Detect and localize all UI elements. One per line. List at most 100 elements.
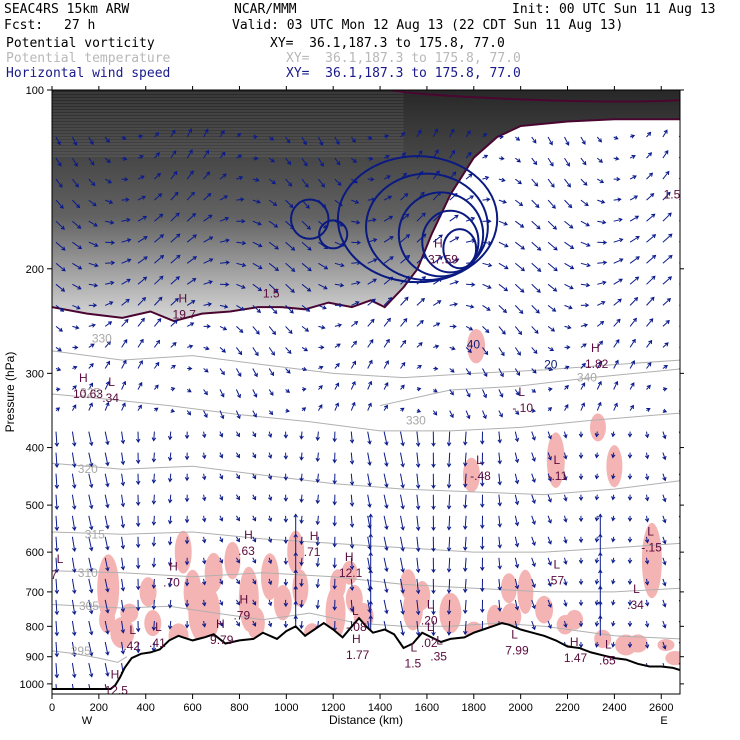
wind-vector: [497, 536, 502, 549]
x-tick-label: 800: [230, 702, 248, 714]
wind-vector: [186, 388, 192, 393]
wind-vector: [547, 136, 553, 146]
wind-vector: [137, 276, 148, 285]
forecast-hours: 27 h: [64, 18, 96, 33]
low-value-label: .42: [123, 639, 140, 653]
wind-vector: [611, 452, 616, 459]
wind-vector: [170, 297, 179, 306]
low-marker: L: [553, 453, 560, 467]
wind-vector: [334, 157, 341, 166]
wind-vector: [449, 389, 454, 396]
wind-vector: [367, 452, 372, 466]
wind-vector: [332, 578, 337, 590]
wind-vector: [563, 431, 568, 439]
wind-vector: [383, 578, 389, 594]
wind-vector: [219, 599, 224, 606]
wind-vector: [202, 431, 207, 439]
wind-vector: [611, 620, 616, 627]
wind-vector: [433, 366, 439, 371]
wind-vector: [285, 388, 291, 393]
wind-vector: [446, 599, 452, 615]
wind-vector: [383, 175, 391, 180]
wind-vector: [465, 130, 471, 138]
positive-pv-patch: [589, 413, 606, 442]
low-marker: L: [427, 597, 434, 611]
field-name-pv: Potential vorticity: [6, 36, 155, 51]
wind-vector: [332, 515, 337, 527]
wind-vector: [235, 431, 240, 438]
positive-pv-patch: [546, 432, 565, 488]
wind-vector: [315, 536, 320, 547]
wind-vector: [318, 262, 329, 270]
x-axis-label: Distance (km): [329, 713, 403, 727]
low-value-label: .57: [547, 574, 564, 588]
pv-contour-label: 1.5: [664, 188, 681, 202]
wind-vector: [252, 220, 262, 226]
wind-vector: [613, 176, 621, 182]
wind-vector: [137, 360, 143, 369]
wind-vector: [137, 317, 145, 327]
wind-vector: [480, 599, 485, 614]
wind-vector: [315, 578, 320, 589]
wind-vector: [268, 283, 279, 293]
wind-vector: [514, 136, 521, 141]
high-value-label: .70: [163, 576, 180, 590]
wind-vector: [268, 410, 274, 416]
wind-vector: [480, 494, 485, 508]
wind-vector: [104, 301, 114, 306]
wind-vector: [154, 152, 160, 159]
wind-vector: [120, 452, 126, 466]
wind-vector: [446, 473, 452, 489]
wind-vector: [236, 218, 246, 224]
wind-vector: [646, 318, 654, 327]
wind-speed-contour: [442, 228, 478, 270]
wind-vector: [580, 220, 590, 227]
wind-vector: [203, 302, 213, 307]
wind-vector: [613, 197, 622, 202]
wind-vector: [268, 347, 275, 356]
wind-vector: [514, 326, 523, 336]
wind-vector: [135, 494, 141, 507]
wind-vector: [135, 431, 141, 443]
x-axis-east-label: E: [660, 715, 667, 727]
wind-vector: [54, 557, 60, 574]
wind-vector: [252, 368, 258, 378]
wind-vector: [446, 515, 452, 531]
wind-vector: [334, 362, 340, 369]
wind-vector: [252, 536, 257, 543]
wind-vector: [482, 326, 490, 334]
wind-vector: [285, 220, 295, 230]
wind-vector: [349, 536, 355, 549]
wind-vector: [71, 431, 77, 447]
wind-vector: [580, 178, 588, 186]
wind-vector: [596, 320, 605, 327]
wind-vector: [433, 344, 440, 349]
wind-vector: [219, 260, 230, 265]
wind-vector: [236, 304, 245, 311]
wind-vector: [186, 322, 195, 327]
field-xy-wind: XY= 36.1,187.3 to 175.8, 77.0: [286, 66, 521, 81]
wind-vector: [594, 620, 600, 627]
wind-vector: [167, 473, 173, 483]
wind-vector: [514, 368, 520, 377]
wind-vector: [151, 578, 157, 589]
wind-vector: [135, 515, 141, 528]
wind-vector: [597, 240, 608, 245]
x-tick-label: 1200: [321, 702, 345, 714]
wind-vector: [137, 338, 144, 348]
wind-vector: [235, 473, 240, 480]
wind-vector: [596, 157, 603, 163]
wind-vector: [580, 343, 587, 348]
wind-vector: [135, 536, 141, 549]
wind-speed-contour: [290, 198, 330, 240]
wind-vector: [367, 359, 373, 369]
low-value-label: .20: [421, 613, 438, 627]
wind-speed-contour: [421, 209, 480, 274]
wind-vector: [350, 157, 357, 163]
wind-vector: [350, 380, 356, 390]
wind-vector: [350, 340, 358, 348]
low-marker: L: [108, 375, 115, 389]
wind-vector: [153, 361, 160, 369]
wind-vector: [285, 262, 296, 272]
wind-vector: [515, 220, 525, 228]
